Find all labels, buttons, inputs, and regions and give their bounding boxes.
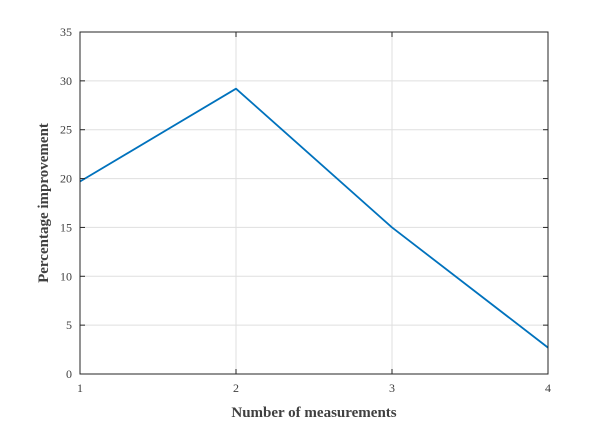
x-tick-label: 1 xyxy=(77,381,83,395)
y-tick-label: 15 xyxy=(60,220,72,234)
y-tick-label: 10 xyxy=(60,269,72,283)
y-tick-label: 5 xyxy=(66,318,72,332)
plot-area-frame xyxy=(79,31,549,375)
axis-ticks: 1 2 3 4 0 5 10 15 20 25 30 35 xyxy=(60,25,551,395)
x-tick-label: 3 xyxy=(389,381,395,395)
x-tick-label: 2 xyxy=(233,381,239,395)
y-axis-title: Percentage improvement xyxy=(36,123,52,283)
y-tick-label: 20 xyxy=(60,172,72,186)
y-tick-label: 35 xyxy=(60,25,72,39)
y-tick-label: 0 xyxy=(66,367,72,381)
x-axis-title: Number of measurements xyxy=(231,405,396,421)
y-tick-label: 30 xyxy=(60,74,72,88)
x-tick-label: 4 xyxy=(545,381,551,395)
series-line-1 xyxy=(79,87,549,349)
y-tick-label: 25 xyxy=(60,123,72,137)
